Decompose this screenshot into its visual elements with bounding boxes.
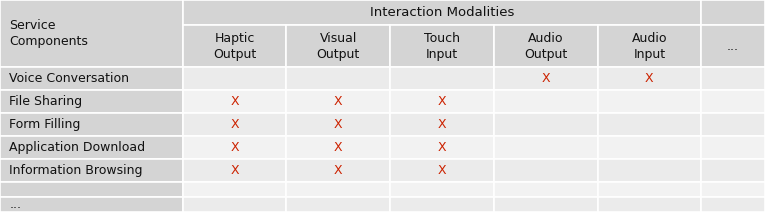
Text: X: X: [334, 95, 343, 108]
Text: Voice Conversation: Voice Conversation: [9, 72, 129, 85]
Text: Touch
Input: Touch Input: [424, 32, 460, 61]
Bar: [286, 113, 390, 136]
Bar: [702, 182, 765, 197]
Text: Service
Components: Service Components: [9, 19, 88, 48]
Bar: [494, 159, 597, 182]
Bar: [494, 182, 597, 197]
Bar: [702, 197, 765, 212]
Text: ...: ...: [727, 40, 739, 53]
Bar: [702, 113, 765, 136]
Text: X: X: [334, 164, 343, 177]
Bar: [286, 90, 390, 113]
Text: X: X: [438, 141, 446, 154]
Bar: [0, 182, 183, 197]
Text: Form Filling: Form Filling: [9, 118, 80, 131]
Bar: [597, 197, 702, 212]
Bar: [183, 197, 286, 212]
Bar: [390, 25, 494, 67]
Bar: [286, 67, 390, 90]
Bar: [597, 113, 702, 136]
Bar: [0, 197, 183, 212]
Bar: [286, 159, 390, 182]
Bar: [183, 67, 286, 90]
Bar: [183, 113, 286, 136]
Bar: [0, 90, 183, 113]
Bar: [494, 67, 597, 90]
Bar: [494, 25, 597, 67]
Bar: [183, 25, 286, 67]
Bar: [286, 197, 390, 212]
Bar: [183, 159, 286, 182]
Text: Audio
Output: Audio Output: [524, 32, 568, 61]
Bar: [286, 25, 390, 67]
Text: Audio
Input: Audio Input: [632, 32, 667, 61]
Bar: [702, 136, 765, 159]
Text: X: X: [645, 72, 654, 85]
Bar: [702, 159, 765, 182]
Text: X: X: [542, 72, 550, 85]
Bar: [494, 90, 597, 113]
Bar: [390, 197, 494, 212]
Text: Information Browsing: Information Browsing: [9, 164, 142, 177]
Bar: [183, 90, 286, 113]
Bar: [597, 159, 702, 182]
Bar: [597, 90, 702, 113]
Bar: [390, 159, 494, 182]
Bar: [0, 136, 183, 159]
Text: X: X: [334, 141, 343, 154]
Bar: [494, 113, 597, 136]
Text: X: X: [438, 95, 446, 108]
Bar: [390, 67, 494, 90]
Bar: [597, 182, 702, 197]
Text: File Sharing: File Sharing: [9, 95, 83, 108]
Bar: [702, 90, 765, 113]
Bar: [494, 197, 597, 212]
Bar: [702, 67, 765, 90]
Bar: [0, 0, 183, 67]
Bar: [0, 67, 183, 90]
Bar: [390, 136, 494, 159]
Text: X: X: [230, 164, 239, 177]
Bar: [183, 136, 286, 159]
Text: ...: ...: [9, 198, 21, 211]
Text: X: X: [230, 118, 239, 131]
Bar: [597, 67, 702, 90]
Bar: [390, 90, 494, 113]
Bar: [0, 159, 183, 182]
Text: Visual
Output: Visual Output: [317, 32, 360, 61]
Bar: [494, 136, 597, 159]
Bar: [286, 182, 390, 197]
Bar: [597, 136, 702, 159]
Bar: [390, 113, 494, 136]
Text: X: X: [438, 164, 446, 177]
Bar: [390, 182, 494, 197]
Bar: [702, 25, 765, 67]
Bar: [183, 0, 702, 25]
Text: Application Download: Application Download: [9, 141, 145, 154]
Text: X: X: [230, 95, 239, 108]
Bar: [286, 136, 390, 159]
Text: Haptic
Output: Haptic Output: [213, 32, 256, 61]
Text: X: X: [334, 118, 343, 131]
Bar: [183, 182, 286, 197]
Text: X: X: [230, 141, 239, 154]
Bar: [0, 113, 183, 136]
Text: X: X: [438, 118, 446, 131]
Bar: [597, 25, 702, 67]
Text: Interaction Modalities: Interaction Modalities: [369, 6, 514, 19]
Bar: [702, 0, 765, 25]
